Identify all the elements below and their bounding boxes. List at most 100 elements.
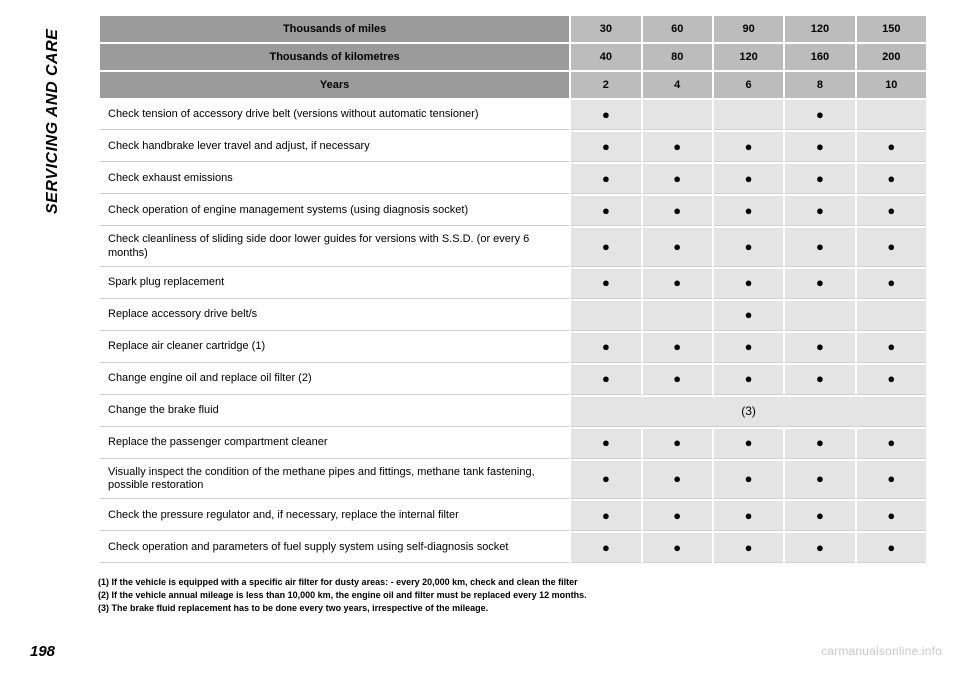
bullet-icon: ● [602, 540, 610, 555]
row-cell: ● [571, 269, 640, 299]
row-cell [643, 301, 712, 331]
row-label: Check the pressure regulator and, if nec… [100, 501, 569, 531]
row-cell: ● [857, 333, 926, 363]
bullet-icon: ● [673, 139, 681, 154]
header-label: Years [100, 72, 569, 98]
maintenance-table: Thousands of miles306090120150Thousands … [98, 14, 928, 565]
bullet-icon: ● [673, 435, 681, 450]
header-value: 8 [785, 72, 854, 98]
row-cell [643, 100, 712, 130]
bullet-icon: ● [745, 371, 753, 386]
row-cell: ● [857, 429, 926, 459]
footnote-line: (2) If the vehicle annual mileage is les… [98, 589, 918, 601]
row-cell: ● [857, 269, 926, 299]
bullet-icon: ● [887, 239, 895, 254]
bullet-icon: ● [887, 139, 895, 154]
bullet-icon: ● [602, 471, 610, 486]
footnote-line: (3) The brake fluid replacement has to b… [98, 602, 918, 614]
bullet-icon: ● [887, 171, 895, 186]
bullet-icon: ● [887, 275, 895, 290]
bullet-icon: ● [673, 540, 681, 555]
row-cell: ● [643, 501, 712, 531]
bullet-icon: ● [887, 435, 895, 450]
row-cell: ● [785, 365, 854, 395]
row-cell: ● [857, 501, 926, 531]
row-cell: ● [571, 228, 640, 267]
bullet-icon: ● [673, 239, 681, 254]
row-cell: ● [785, 429, 854, 459]
bullet-icon: ● [887, 508, 895, 523]
section-label: SERVICING AND CARE [44, 14, 64, 214]
row-cell: ● [571, 429, 640, 459]
row-cell: ● [643, 164, 712, 194]
row-cell [714, 100, 783, 130]
bullet-icon: ● [745, 239, 753, 254]
bullet-icon: ● [816, 540, 824, 555]
row-cell: ● [643, 132, 712, 162]
row-cell: ● [714, 196, 783, 226]
bullet-icon: ● [602, 508, 610, 523]
bullet-icon: ● [887, 339, 895, 354]
header-value: 160 [785, 44, 854, 70]
row-cell: ● [714, 365, 783, 395]
row-label: Check operation and parameters of fuel s… [100, 533, 569, 563]
row-cell: ● [571, 196, 640, 226]
bullet-icon: ● [673, 203, 681, 218]
row-cell: ● [857, 365, 926, 395]
row-cell: ● [785, 164, 854, 194]
row-cell: ● [643, 269, 712, 299]
row-cell: ● [571, 100, 640, 130]
bullet-icon: ● [673, 471, 681, 486]
row-label: Visually inspect the condition of the me… [100, 461, 569, 500]
row-cell: ● [571, 164, 640, 194]
row-cell: ● [857, 196, 926, 226]
row-cell: ● [714, 429, 783, 459]
row-cell: ● [571, 461, 640, 500]
row-cell: ● [571, 365, 640, 395]
row-label: Check handbrake lever travel and adjust,… [100, 132, 569, 162]
row-label: Replace air cleaner cartridge (1) [100, 333, 569, 363]
bullet-icon: ● [745, 139, 753, 154]
bullet-icon: ● [745, 508, 753, 523]
bullet-icon: ● [602, 139, 610, 154]
row-cell: ● [785, 461, 854, 500]
bullet-icon: ● [816, 203, 824, 218]
bullet-icon: ● [602, 371, 610, 386]
row-label: Check exhaust emissions [100, 164, 569, 194]
header-value: 4 [643, 72, 712, 98]
row-cell: ● [857, 533, 926, 563]
bullet-icon: ● [816, 435, 824, 450]
row-label: Check operation of engine management sys… [100, 196, 569, 226]
row-cell: ● [785, 132, 854, 162]
bullet-icon: ● [887, 540, 895, 555]
bullet-icon: ● [816, 471, 824, 486]
header-label: Thousands of kilometres [100, 44, 569, 70]
bullet-icon: ● [673, 371, 681, 386]
row-cell: ● [643, 461, 712, 500]
header-value: 120 [714, 44, 783, 70]
row-cell: ● [714, 132, 783, 162]
row-label: Replace accessory drive belt/s [100, 301, 569, 331]
row-cell: ● [857, 228, 926, 267]
row-cell [857, 301, 926, 331]
bullet-icon: ● [602, 339, 610, 354]
row-label: Check cleanliness of sliding side door l… [100, 228, 569, 267]
bullet-icon: ● [745, 307, 753, 322]
header-value: 30 [571, 16, 640, 42]
row-merged-cell: (3) [571, 397, 926, 427]
bullet-icon: ● [745, 339, 753, 354]
row-cell: ● [643, 333, 712, 363]
row-cell: ● [857, 164, 926, 194]
bullet-icon: ● [816, 239, 824, 254]
row-cell: ● [643, 365, 712, 395]
row-cell: ● [785, 228, 854, 267]
row-cell: ● [714, 501, 783, 531]
header-label: Thousands of miles [100, 16, 569, 42]
row-cell: ● [571, 333, 640, 363]
row-label: Spark plug replacement [100, 269, 569, 299]
row-cell: ● [643, 533, 712, 563]
row-cell: ● [714, 333, 783, 363]
header-value: 150 [857, 16, 926, 42]
bullet-icon: ● [887, 471, 895, 486]
bullet-icon: ● [673, 171, 681, 186]
